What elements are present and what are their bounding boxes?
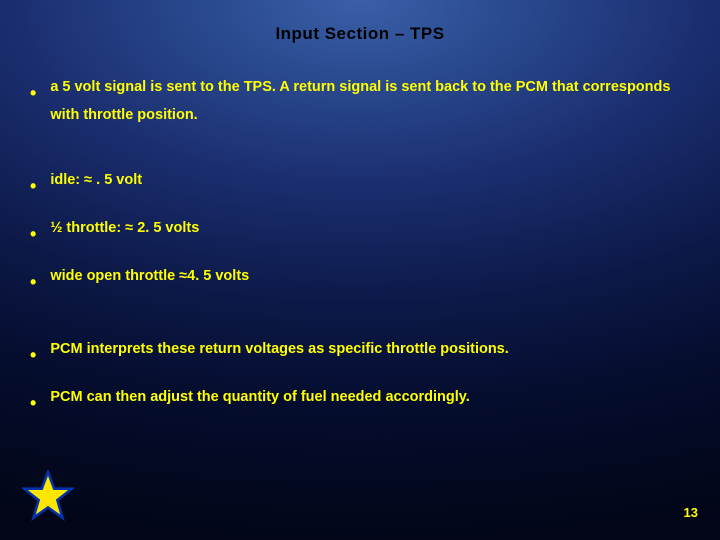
bullet-item: • idle: ≈ . 5 volt [30, 167, 690, 203]
bullet-item: • PCM can then adjust the quantity of fu… [30, 384, 690, 420]
bullet-marker-icon: • [30, 217, 36, 251]
bullet-marker-icon: • [30, 386, 36, 420]
bullet-item: • ½ throttle: ≈ 2. 5 volts [30, 215, 690, 251]
bullet-text: idle: ≈ . 5 volt [50, 167, 142, 195]
bullet-marker-icon: • [30, 169, 36, 203]
slide: Input Section – TPS • a 5 volt signal is… [0, 0, 720, 540]
bullet-text: wide open throttle ≈4. 5 volts [50, 263, 249, 291]
bullet-text: PCM interprets these return voltages as … [50, 336, 508, 364]
bullet-item: • wide open throttle ≈4. 5 volts [30, 263, 690, 299]
bullet-item: • a 5 volt signal is sent to the TPS. A … [30, 74, 690, 129]
star-icon [22, 470, 74, 522]
bullet-marker-icon: • [30, 265, 36, 299]
bullet-text: ½ throttle: ≈ 2. 5 volts [50, 215, 199, 243]
page-number: 13 [684, 505, 698, 520]
bullet-marker-icon: • [30, 76, 36, 110]
bullet-marker-icon: • [30, 338, 36, 372]
slide-content: • a 5 volt signal is sent to the TPS. A … [0, 44, 720, 420]
slide-title: Input Section – TPS [0, 0, 720, 44]
bullet-text: a 5 volt signal is sent to the TPS. A re… [50, 74, 690, 129]
bullet-item: • PCM interprets these return voltages a… [30, 336, 690, 372]
bullet-text: PCM can then adjust the quantity of fuel… [50, 384, 469, 412]
